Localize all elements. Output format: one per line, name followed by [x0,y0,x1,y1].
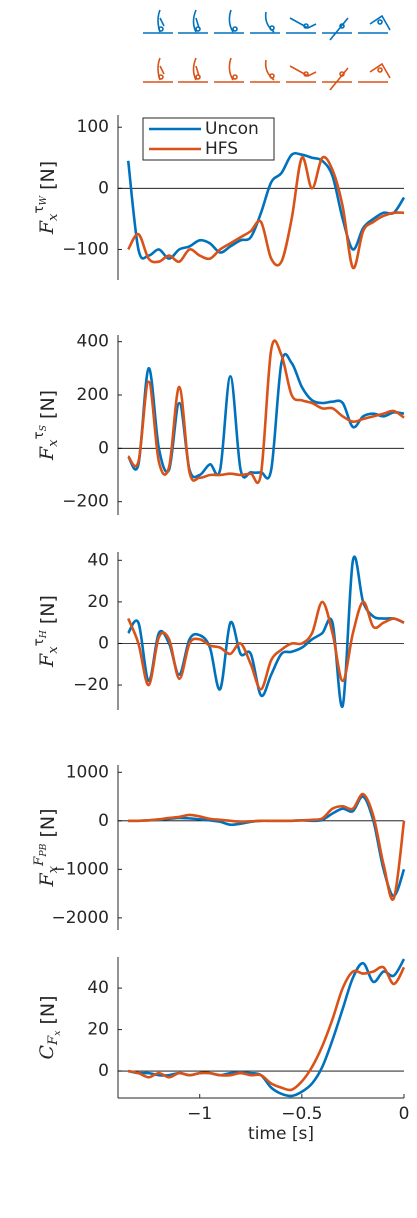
data-line [127,600,405,691]
y-tick-label: 0 [98,438,109,458]
data-line [127,339,405,484]
y-tick-label: −2000 [51,908,109,928]
y-tick-label: 0 [98,633,109,653]
y-tick-label: −200 [62,492,109,512]
x-tick-label: −0.5 [281,1104,322,1124]
x-tick-label: 0 [399,1104,410,1124]
data-line [128,792,406,901]
data-line [127,965,406,1092]
y-tick-label: 40 [87,978,109,998]
x-tick-label: −1 [187,1104,212,1124]
legend-label: Uncon [205,119,259,139]
y-tick-label: −20 [73,675,109,695]
data-line [127,155,405,270]
y-tick-label: 20 [87,1020,109,1040]
y-tick-label: 0 [98,811,109,831]
y-axis-label: FxτS [N] [32,390,61,461]
y-tick-label: 20 [87,592,109,612]
y-tick-label: 400 [77,332,109,352]
y-axis-label: FxτH [N] [32,595,61,668]
y-axis-label: FxτW [N] [32,161,61,235]
y-tick-label: −100 [62,239,109,259]
data-line [127,958,406,1098]
data-line [128,795,406,898]
y-tick-label: 40 [87,550,109,570]
legend-label: HFS [205,139,238,159]
y-tick-label: 1000 [66,762,109,782]
y-tick-label: 100 [77,117,109,137]
y-axis-label: FxFPB [N] [32,808,61,887]
x-axis-label: time [s] [248,1124,314,1144]
y-tick-label: 0 [98,178,109,198]
y-tick-label: −1000 [51,859,109,879]
legend-box [142,117,275,161]
y-tick-label: 200 [77,385,109,405]
posture-icons-uncon [143,9,391,41]
posture-icons-hfs [143,57,391,91]
y-axis-label: CFx [N] [36,995,63,1059]
y-tick-label: 0 [98,1061,109,1081]
data-line [127,555,405,708]
